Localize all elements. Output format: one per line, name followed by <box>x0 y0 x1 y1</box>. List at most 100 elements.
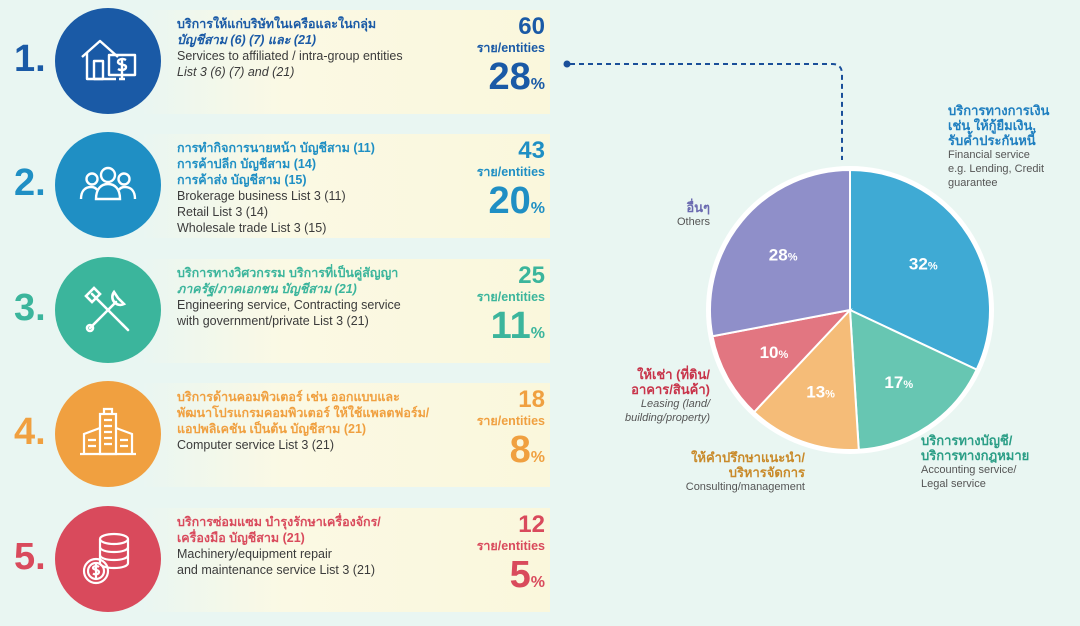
row-description: บริการด้านคอมพิวเตอร์ เช่น ออกแบบและ พัฒ… <box>177 389 467 453</box>
row-band <box>140 383 550 487</box>
label-accounting-en1: Accounting service/ <box>921 464 1017 476</box>
connector-dot <box>563 60 571 68</box>
percent-value: 28 <box>488 56 531 98</box>
icon-circle <box>55 132 161 238</box>
thai-line-1: บริการทางวิศวกรรม บริการที่เป็นคู่สัญญา <box>177 266 399 280</box>
entity-count: 12 <box>518 511 545 538</box>
entity-count: 25 <box>518 262 545 289</box>
percent-value: 20 <box>488 180 531 222</box>
category-row: 1. บริการให้แก่บริษัทในเครือและในกลุ่ม บ… <box>0 0 560 114</box>
icon-circle <box>55 257 161 363</box>
thai-line-1: บริการซ่อมแซม บำรุงรักษาเครื่องจักร/ <box>177 515 381 529</box>
entity-unit: ราย/entities <box>476 290 545 304</box>
label-financial-th1: บริการทางการเงิน <box>948 103 1050 118</box>
label-financial-th3: รับค้ำประกันหนี้ <box>948 133 1036 148</box>
category-row: 2. การทำกิจการนายหน้า บัญชีสาม (11) การค… <box>0 124 560 238</box>
entity-count: 18 <box>518 386 545 413</box>
people-icon <box>79 166 137 201</box>
row-percent: 5% <box>455 554 545 604</box>
label-others: อื่นๆ Others <box>640 200 710 229</box>
pie-slice-consulting-management <box>752 307 860 451</box>
coins-icon <box>82 532 130 585</box>
thai-line-1: การทำกิจการนายหน้า บัญชีสาม (11) <box>177 141 375 155</box>
row-number: 2. <box>14 162 46 204</box>
english-line-1: Brokerage business List 3 (11) <box>177 189 346 203</box>
category-row: 5. บริการซ่อมแซม บำรุงรักษาเครื่องจักร/ … <box>0 498 560 612</box>
english-line-2: and maintenance service List 3 (21) <box>177 563 376 577</box>
entity-count: 43 <box>518 137 545 164</box>
thai-line-2: เครื่องมือ บัญชีสาม (21) <box>177 531 305 545</box>
percent-sign: % <box>530 325 545 342</box>
pie-slice-others <box>709 168 851 338</box>
row-percent: 11% <box>455 305 545 355</box>
label-leasing-en2: building/property) <box>625 412 710 424</box>
percent-sign: % <box>530 574 545 591</box>
english-line-1: Machinery/equipment repair <box>177 547 332 561</box>
english-line-2: List 3 (6) (7) and (21) <box>177 65 295 79</box>
row-stat: 60 ราย/entities 28% <box>455 14 545 106</box>
label-financial-en2: e.g. Lending, Credit <box>948 163 1045 175</box>
thai-line-2: พัฒนาโปรแกรมคอมพิวเตอร์ ให้ใช้แพลตฟอร์ม/ <box>177 406 430 420</box>
percent-value: 8 <box>509 429 531 471</box>
label-leasing-th1: ให้เช่า (ที่ดิน/ <box>637 367 710 382</box>
entity-unit: ราย/entities <box>476 165 545 179</box>
percent-sign: % <box>530 200 545 217</box>
icon-circle <box>55 381 161 487</box>
english-line-1: Services to affiliated / intra-group ent… <box>177 49 403 63</box>
row-number: 1. <box>14 38 46 80</box>
pie-chart: 32%17%13%10%28% <box>706 166 994 454</box>
label-others-en1: Others <box>676 216 710 228</box>
english-line-2: Retail List 3 (14) <box>177 205 269 219</box>
english-line-2: with government/private List 3 (21) <box>177 314 369 328</box>
label-accounting-en2: Legal service <box>921 478 986 490</box>
label-financial: บริการทางการเงิน เช่น ให้กู้ยืมเงิน, รับ… <box>948 103 1073 190</box>
english-line-3: Wholesale trade List 3 (15) <box>177 221 327 235</box>
icon-circle <box>55 8 161 114</box>
label-financial-en3: guarantee <box>948 177 998 189</box>
buildings-icon <box>80 407 136 456</box>
percent-sign: % <box>530 449 545 466</box>
row-number: 5. <box>14 536 46 578</box>
thai-line-1: บริการด้านคอมพิวเตอร์ เช่น ออกแบบและ <box>177 390 400 404</box>
row-stat: 12 ราย/entities 5% <box>455 512 545 604</box>
thai-line-3: แอปพลิเคชัน เป็นต้น บัญชีสาม (21) <box>177 422 367 436</box>
row-band <box>140 259 550 363</box>
label-financial-en1: Financial service <box>948 149 1030 161</box>
entity-unit: ราย/entities <box>476 539 545 553</box>
row-percent: 8% <box>455 429 545 479</box>
row-stat: 43 ราย/entities 20% <box>455 138 545 230</box>
label-leasing-en1: Leasing (land/ <box>640 398 710 410</box>
row-band <box>140 10 550 114</box>
category-row: 4. บริการด้านคอมพิวเตอร์ เช่น ออกแบบและ … <box>0 373 560 487</box>
pie-slice-leasing <box>711 308 853 414</box>
row-description: บริการให้แก่บริษัทในเครือและในกลุ่ม บัญช… <box>177 16 467 80</box>
row-percent: 28% <box>455 56 545 106</box>
entity-count: 60 <box>518 13 545 40</box>
row-band <box>140 134 550 238</box>
english-line-1: Computer service List 3 (21) <box>177 438 335 452</box>
label-consulting-th2: บริหารจัดการ <box>728 465 805 480</box>
connector-path <box>570 63 843 160</box>
house-dollar-icon <box>81 39 137 81</box>
thai-line-3: การค้าส่ง บัญชีสาม (15) <box>177 173 307 187</box>
label-financial-th2: เช่น ให้กู้ยืมเงิน, <box>948 118 1037 133</box>
row-band <box>140 508 550 612</box>
pie-slice-accounting-service-legal-service <box>848 308 979 451</box>
row-description: บริการซ่อมแซม บำรุงรักษาเครื่องจักร/ เคร… <box>177 514 467 578</box>
label-leasing: ให้เช่า (ที่ดิน/ อาคาร/สินค้า) Leasing (… <box>590 367 710 425</box>
percent-sign: % <box>530 76 545 93</box>
connector-line <box>563 60 843 160</box>
thai-line-2: ภาครัฐ/ภาคเอกชน บัญชีสาม (21) <box>177 282 357 296</box>
label-consulting-th1: ให้คำปรึกษาแนะนำ/ <box>691 450 805 465</box>
english-line-1: Engineering service, Contracting service <box>177 298 401 312</box>
percent-value: 5 <box>509 554 531 596</box>
entity-unit: ราย/entities <box>476 41 545 55</box>
label-others-th1: อื่นๆ <box>686 200 710 215</box>
label-accounting: บริการทางบัญชี/ บริการทางกฎหมาย Accounti… <box>921 433 1061 491</box>
thai-line-2: บัญชีสาม (6) (7) และ (21) <box>177 33 317 47</box>
row-description: การทำกิจการนายหน้า บัญชีสาม (11) การค้าป… <box>177 140 467 236</box>
thai-line-2: การค้าปลีก บัญชีสาม (14) <box>177 157 316 171</box>
row-stat: 18 ราย/entities 8% <box>455 387 545 479</box>
label-consulting-en1: Consulting/management <box>685 481 805 493</box>
tools-icon <box>84 286 130 333</box>
